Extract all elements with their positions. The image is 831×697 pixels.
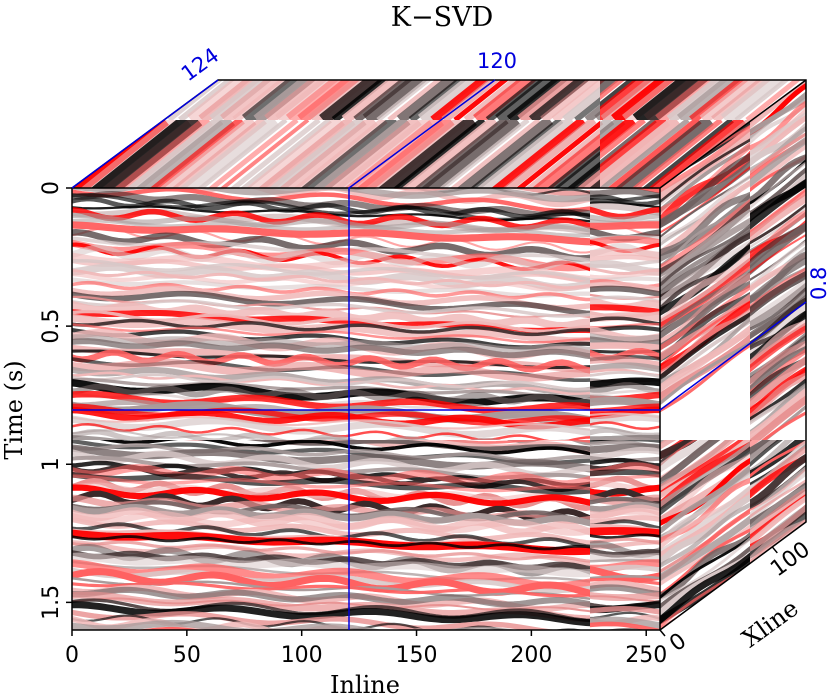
time-tick-label: 0.5 <box>39 309 64 344</box>
top-face <box>72 80 806 188</box>
inline-tick-label: 150 <box>396 643 438 668</box>
xline-tick-mark <box>659 629 666 637</box>
time-tick-label: 0 <box>39 181 64 195</box>
time-ticks: 0 0.5 1 1.5 <box>39 181 72 620</box>
inline-tick-label: 200 <box>510 643 552 668</box>
xline-tick-label: 0 <box>665 629 691 657</box>
xline-axis-label: Xline <box>737 594 804 653</box>
inline-tick-label: 100 <box>281 643 323 668</box>
inline-tick-label: 50 <box>173 643 201 668</box>
inline-slice-label: 120 <box>477 49 517 73</box>
xline-tick-mark <box>771 546 778 554</box>
time-tick-label: 1 <box>39 457 64 471</box>
inline-slice-line <box>348 79 496 630</box>
time-axis-label: Time (s) <box>0 360 28 459</box>
figure-title: K−SVD <box>391 2 493 33</box>
time-slice-label: 0.8 <box>807 267 831 300</box>
inline-tick-label: 250 <box>625 643 667 668</box>
side-face <box>660 80 806 630</box>
slice-lines <box>71 79 807 630</box>
inline-ticks: 0 50 100 150 200 250 <box>65 630 667 668</box>
time-slice-line <box>72 301 807 411</box>
time-tick-label: 1.5 <box>39 585 64 620</box>
inline-tick-label: 0 <box>65 643 79 668</box>
xline-slice-line <box>71 79 219 189</box>
xline-slice-label: 124 <box>177 43 224 86</box>
front-face <box>72 188 660 630</box>
inline-axis-label: Inline <box>330 671 400 697</box>
